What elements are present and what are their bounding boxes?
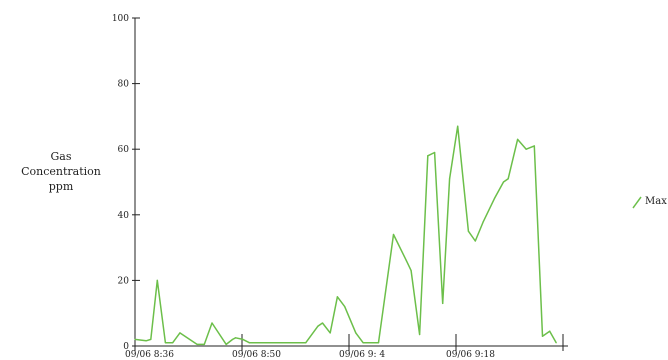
data-point xyxy=(344,306,346,308)
y-tick-label: 20 xyxy=(118,276,130,286)
data-point xyxy=(448,178,451,180)
data-point xyxy=(493,197,496,199)
data-point xyxy=(150,338,152,341)
x-tick-label: 09/06 9: 4 xyxy=(339,350,385,360)
y-axis-label-text: Gas Concentration ppm xyxy=(21,150,101,193)
y-tick-label: 60 xyxy=(118,145,130,155)
data-point xyxy=(305,342,307,344)
data-point xyxy=(434,151,436,154)
data-point xyxy=(442,302,444,304)
data-point xyxy=(355,332,357,334)
legend-label: Max xyxy=(645,196,667,207)
data-point xyxy=(134,338,136,341)
data-point xyxy=(427,155,429,157)
data-point xyxy=(525,148,527,150)
y-tick-label: 0 xyxy=(123,342,129,352)
legend-swatch xyxy=(632,196,642,209)
data-point xyxy=(179,332,181,334)
data-point xyxy=(392,233,395,236)
data-point xyxy=(264,342,267,344)
data-point xyxy=(482,220,484,222)
x-tick-label: 09/06 9:18 xyxy=(446,350,495,360)
data-point xyxy=(145,340,147,342)
x-tick-label: 09/06 8:36 xyxy=(125,350,174,360)
data-point xyxy=(225,343,227,345)
data-point xyxy=(281,342,283,344)
y-tick-label: 40 xyxy=(118,211,130,221)
data-point xyxy=(517,138,519,140)
data-point xyxy=(541,335,544,337)
data-point xyxy=(457,125,459,127)
data-point xyxy=(467,230,470,232)
data-point xyxy=(474,240,476,242)
y-axis-label-line: Gas xyxy=(51,150,72,163)
data-point xyxy=(172,342,174,344)
data-point xyxy=(242,338,244,341)
x-axis: 09/06 8:36 09/06 8:50 09/06 9: 4 09/06 9:18 xyxy=(125,334,568,360)
data-point xyxy=(377,342,380,344)
data-point xyxy=(234,337,237,339)
y-axis: 0 20 40 60 80 100 xyxy=(112,14,140,352)
data-point xyxy=(203,343,205,345)
x-tick-label: 09/06 8:50 xyxy=(232,350,281,360)
data-point xyxy=(362,342,364,344)
series-layer xyxy=(134,125,557,346)
y-tick-label: 80 xyxy=(118,80,130,90)
y-axis-label-line: Concentration xyxy=(21,165,101,178)
data-point xyxy=(231,338,234,341)
data-point xyxy=(196,343,198,345)
y-axis-label: Gas Concentration ppm xyxy=(21,150,101,193)
data-point xyxy=(329,332,331,334)
data-point xyxy=(549,330,551,332)
data-point xyxy=(419,333,421,336)
data-point xyxy=(507,178,509,180)
data-point xyxy=(248,342,250,344)
data-point xyxy=(321,322,324,324)
y-axis-label-line: ppm xyxy=(49,180,74,193)
data-point xyxy=(410,269,412,272)
data-point xyxy=(336,296,339,298)
data-point xyxy=(555,342,557,344)
data-point xyxy=(156,279,158,281)
data-point xyxy=(317,325,319,327)
data-point xyxy=(502,181,505,183)
data-point xyxy=(533,145,535,147)
legend: Max xyxy=(632,196,667,209)
data-point xyxy=(164,342,166,344)
data-point xyxy=(211,322,213,324)
data-point xyxy=(405,260,407,262)
series-line-max xyxy=(134,125,557,346)
y-tick-label: 100 xyxy=(112,14,129,24)
